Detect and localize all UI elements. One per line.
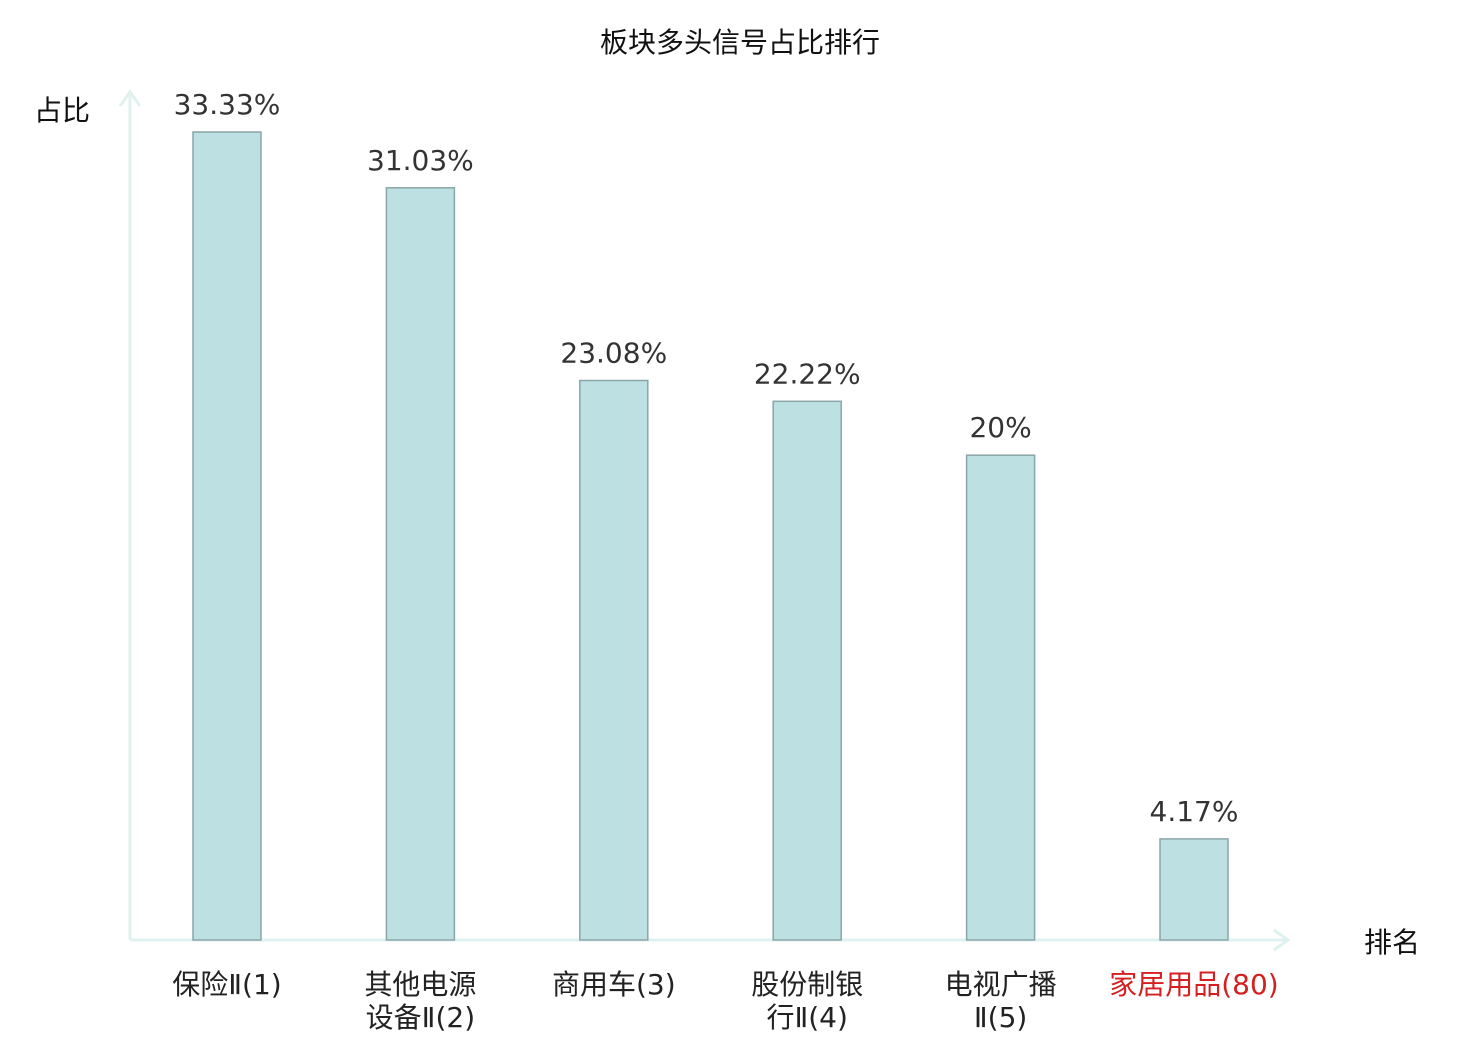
x-tick-label: 股份制银行Ⅱ(4) [751,968,863,1034]
y-axis-label: 占比 [34,94,90,127]
bar [579,379,649,941]
bar-value-label: 4.17% [1150,795,1239,828]
bar [385,187,456,941]
bar-value-label: 22.22% [754,357,861,390]
x-tick-label: 家居用品(80) [1109,968,1278,1001]
chart-title: 板块多头信号占比排行 [600,26,880,59]
x-tick-label: 其他电源设备Ⅱ(2) [364,968,476,1034]
x-tick-label-line: 设备Ⅱ(2) [366,1001,475,1034]
bar-value-label: 33.33% [174,88,281,121]
x-tick-label: 保险Ⅱ(1) [172,968,281,1001]
x-tick-label: 商用车(3) [552,968,676,1001]
bar-value-label: 31.03% [367,144,474,177]
x-tick-label-line: 行Ⅱ(4) [766,1001,847,1034]
bar [1159,838,1229,941]
value-labels: 33.33% 31.03% 23.08% 22.22% 20% 4.17% [174,88,1239,828]
x-tick-label-line: Ⅱ(5) [974,1001,1027,1034]
x-tick-label-line: 电视广播 [945,968,1057,1001]
y-axis-arrow-icon [118,89,142,107]
bar-value-label: 20% [969,411,1031,444]
x-axis-label: 排名 [1364,926,1420,959]
bar [772,400,842,941]
x-tick-label-line: 商用车(3) [552,968,676,1001]
bars [192,131,1229,941]
x-axis [130,928,1291,952]
bar [192,131,262,941]
x-axis-arrow-icon [1273,928,1291,952]
category-labels: 保险Ⅱ(1) 其他电源设备Ⅱ(2) 商用车(3) 股份制银行Ⅱ(4) 电视广播 Ⅱ(5) 家… [172,968,1278,1034]
x-tick-label: 电视广播 Ⅱ(5) [945,968,1057,1034]
x-tick-label-line: 其他电源 [364,968,476,1001]
y-axis [118,89,142,940]
x-tick-label-line: 股份制银 [751,968,863,1001]
bar-value-label: 23.08% [560,337,667,370]
bar [965,454,1036,941]
x-tick-label-line: 保险Ⅱ(1) [172,968,281,1001]
x-tick-label-line: 家居用品(80) [1109,968,1278,1001]
